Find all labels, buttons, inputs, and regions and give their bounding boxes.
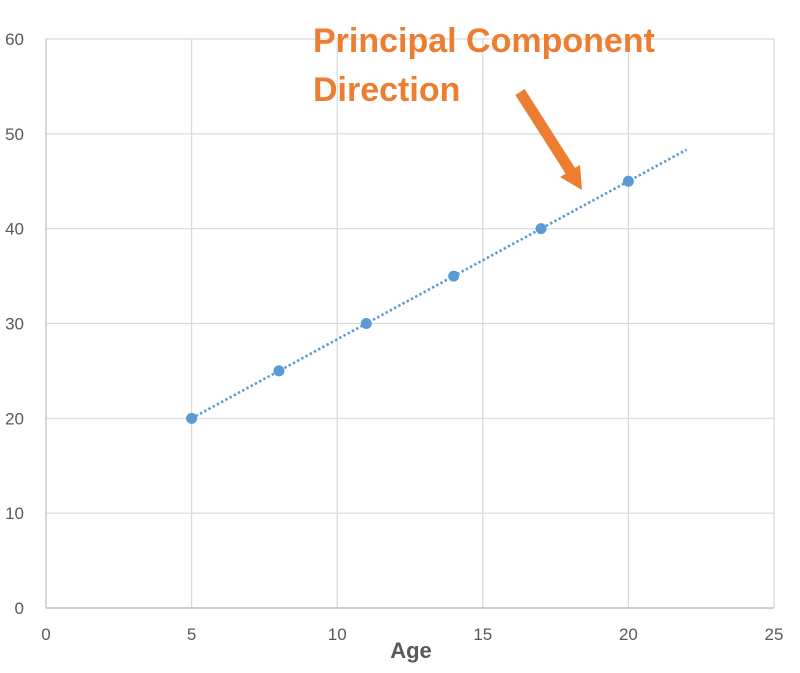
data-point bbox=[186, 412, 198, 424]
y-tick-label: 40 bbox=[5, 220, 24, 239]
x-tick-label: 25 bbox=[765, 625, 784, 644]
y-tick-label: 10 bbox=[5, 504, 24, 523]
trendline-group bbox=[190, 148, 688, 420]
arrow-head bbox=[560, 165, 582, 190]
x-tick-labels: 0 5 10 15 20 25 bbox=[41, 625, 783, 644]
annotation: Principal Component Direction bbox=[313, 22, 655, 190]
x-tick-label: 5 bbox=[187, 625, 196, 644]
axes bbox=[45, 39, 774, 609]
trendline bbox=[190, 148, 688, 420]
x-axis-label: Age bbox=[390, 638, 432, 663]
x-tick-label: 10 bbox=[328, 625, 347, 644]
y-tick-label: 30 bbox=[5, 315, 24, 334]
arrow-shaft bbox=[515, 89, 578, 178]
data-point bbox=[360, 318, 372, 329]
data-point bbox=[535, 223, 547, 235]
annotation-line-1: Principal Component bbox=[313, 22, 655, 60]
data-point bbox=[448, 270, 460, 282]
y-tick-label: 50 bbox=[5, 125, 24, 144]
data-points bbox=[186, 175, 634, 424]
annotation-line-2: Direction bbox=[313, 71, 460, 109]
y-tick-label: 20 bbox=[5, 409, 24, 428]
x-tick-label: 15 bbox=[473, 625, 492, 644]
y-tick-label: 60 bbox=[5, 30, 24, 49]
y-tick-labels: 0 10 20 30 40 50 60 bbox=[5, 30, 24, 618]
data-point bbox=[273, 365, 285, 377]
annotation-arrow bbox=[515, 89, 582, 190]
grid-lines bbox=[46, 38, 775, 608]
data-point bbox=[622, 175, 634, 187]
y-tick-label: 0 bbox=[15, 599, 24, 618]
x-tick-label: 0 bbox=[41, 625, 50, 644]
x-tick-label: 20 bbox=[619, 625, 638, 644]
